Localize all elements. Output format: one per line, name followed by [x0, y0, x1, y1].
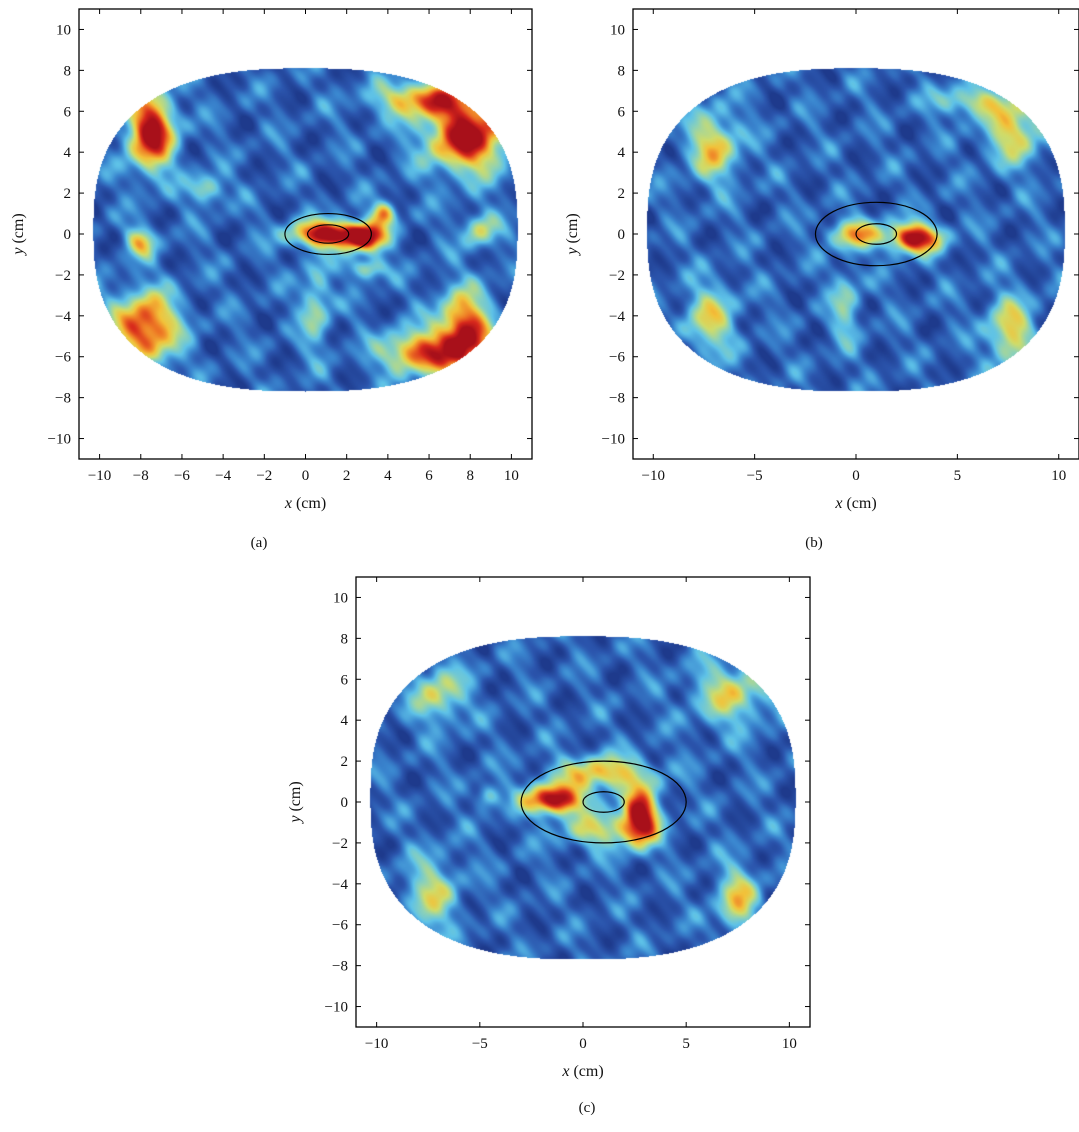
- panel-a-y-tick-labels: 10 8 6 4 2 0 −2 −4 −6 −8 −10: [48, 22, 72, 447]
- outer-contour: [284, 212, 372, 256]
- inner-contour: [582, 791, 625, 813]
- panel-a-heatmap: [79, 9, 532, 459]
- y-tick-label: 2: [618, 186, 626, 202]
- y-tick-label: −2: [609, 268, 625, 284]
- y-tick-label: −8: [609, 391, 625, 407]
- x-tick-label: 0: [579, 1036, 587, 1052]
- panel-b-y-axis-label: y (cm): [564, 213, 581, 256]
- y-tick-label: −8: [55, 391, 71, 407]
- x-tick-label: −4: [215, 468, 231, 484]
- inner-contour: [306, 224, 350, 244]
- panel-a: −10 −8 −6 −4 −2 0 2 4 6 8 10 10 8 6 4 2 0 −2 −4 −6 −8 −10 x …: [10, 8, 533, 551]
- x-tick-label: −8: [133, 468, 149, 484]
- y-tick-label: 8: [64, 63, 72, 79]
- x-tick-label: 10: [782, 1036, 797, 1052]
- x-tick-label: −5: [472, 1036, 488, 1052]
- y-tick-label: −6: [332, 918, 348, 934]
- y-tick-label: 6: [618, 104, 626, 120]
- outer-contour: [520, 760, 687, 844]
- panel-a-x-axis-label: x (cm): [284, 495, 326, 512]
- y-tick-label: −4: [609, 309, 625, 325]
- panel-c-ticks: [356, 577, 810, 1027]
- x-tick-label: 8: [466, 468, 474, 484]
- panel-c-contours: [520, 760, 687, 844]
- x-tick-label: −6: [174, 468, 190, 484]
- panel-c-x-axis-label: x (cm): [561, 1063, 603, 1080]
- y-tick-label: −10: [48, 432, 71, 448]
- x-tick-label: 5: [682, 1036, 690, 1052]
- x-tick-label: 2: [343, 468, 351, 484]
- x-tick-label: 0: [302, 468, 310, 484]
- y-tick-label: −8: [332, 959, 348, 975]
- x-tick-label: 6: [425, 468, 433, 484]
- y-tick-label: 0: [618, 227, 626, 243]
- panel-b-caption: (b): [805, 535, 823, 551]
- y-tick-label: 10: [56, 22, 71, 38]
- y-tick-label: 10: [610, 22, 625, 38]
- panel-a-contours: [284, 212, 372, 256]
- x-tick-label: 0: [852, 468, 860, 484]
- y-tick-label: −2: [332, 836, 348, 852]
- y-tick-label: −4: [55, 309, 71, 325]
- x-tick-label: −5: [747, 468, 763, 484]
- heatmap-image: [79, 9, 532, 459]
- x-tick-label: 5: [954, 468, 962, 484]
- y-tick-label: −4: [332, 877, 348, 893]
- panel-b-contours: [814, 201, 938, 267]
- y-tick-label: 8: [341, 631, 349, 647]
- panel-b-x-tick-labels: −10 −5 0 5 10: [642, 468, 1067, 484]
- y-tick-label: −2: [55, 268, 71, 284]
- y-tick-label: 6: [341, 672, 349, 688]
- panel-a-ticks: [79, 9, 532, 459]
- panel-a-x-tick-labels: −10 −8 −6 −4 −2 0 2 4 6 8 10: [88, 468, 519, 484]
- x-tick-label: −10: [88, 468, 111, 484]
- x-tick-label: 10: [1051, 468, 1066, 484]
- y-tick-label: 4: [64, 145, 72, 161]
- y-tick-label: 4: [341, 713, 349, 729]
- y-tick-label: 0: [64, 227, 72, 243]
- panel-c-y-tick-labels: 10 8 6 4 2 0 −2 −4 −6 −8 −10: [325, 590, 349, 1015]
- inner-contour: [855, 223, 898, 245]
- y-tick-label: −10: [325, 1000, 348, 1016]
- outer-contour: [814, 201, 938, 267]
- panel-b-ticks: [633, 9, 1079, 459]
- y-tick-label: 6: [64, 104, 72, 120]
- x-tick-label: −2: [256, 468, 272, 484]
- x-tick-label: −10: [642, 468, 665, 484]
- x-tick-label: 4: [384, 468, 392, 484]
- panel-c-x-tick-labels: −10 −5 0 5 10: [365, 1036, 797, 1052]
- panel-c: −10 −5 0 5 10 10 8 6 4 2 0 −2 −4 −6 −8 −10 x (cm) y (c…: [287, 576, 811, 1116]
- x-tick-label: −10: [365, 1036, 388, 1052]
- panel-b: −10 −5 0 5 10 10 8 6 4 2 0 −2 −4 −6 −8 −10 x (cm) y (c…: [564, 8, 1079, 551]
- y-tick-label: 0: [341, 795, 349, 811]
- panel-c-y-axis-label: y (cm): [287, 781, 304, 824]
- panel-a-y-axis-label: y (cm): [10, 213, 27, 256]
- y-tick-label: 4: [618, 145, 626, 161]
- y-tick-label: 2: [341, 754, 349, 770]
- y-tick-label: −10: [602, 432, 625, 448]
- y-tick-label: 8: [618, 63, 626, 79]
- panel-c-caption: (c): [579, 1100, 596, 1116]
- panel-b-y-tick-labels: 10 8 6 4 2 0 −2 −4 −6 −8 −10: [602, 22, 626, 447]
- panel-b-x-axis-label: x (cm): [834, 495, 876, 512]
- y-tick-label: 2: [64, 186, 72, 202]
- y-tick-label: −6: [55, 350, 71, 366]
- y-tick-label: −6: [609, 350, 625, 366]
- x-tick-label: 10: [504, 468, 519, 484]
- y-tick-label: 10: [333, 590, 348, 606]
- panel-a-caption: (a): [251, 535, 268, 551]
